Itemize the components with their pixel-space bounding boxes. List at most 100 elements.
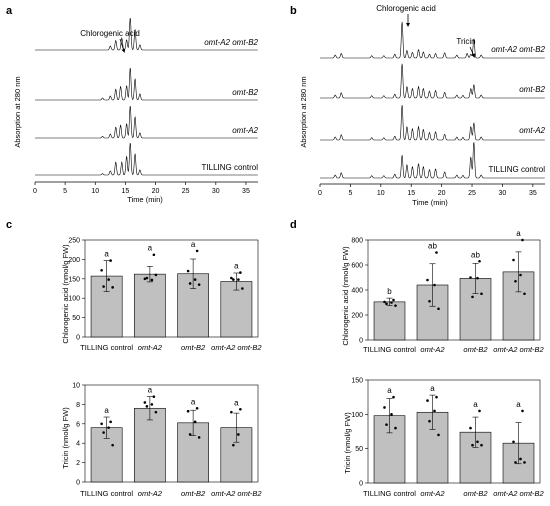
c-top-point-3-1 bbox=[195, 249, 199, 253]
c-bot-frame bbox=[84, 384, 259, 483]
c-top-point-4-5 bbox=[241, 287, 244, 290]
d-top-sig-3: ab bbox=[471, 250, 480, 259]
c-top-point-3-5 bbox=[197, 283, 201, 286]
d-bot-category-3: omt-B2 bbox=[463, 489, 488, 498]
d-top-point-4-4 bbox=[514, 279, 517, 283]
c-top-category-2: omt-A2 bbox=[138, 343, 163, 352]
d-bot-point-3-3 bbox=[476, 440, 479, 444]
panel-c-top-chart: 0 50 100 150 200 250 a TILLING control a omt-A2 a o… bbox=[68, 238, 262, 353]
c-top-sig-3: a bbox=[191, 240, 196, 249]
a-trace-2 bbox=[35, 67, 258, 101]
panel-a-annotation-chlorogenic: Chlorogenic acid bbox=[80, 29, 140, 38]
b-xtick-label-5: 5 bbox=[348, 190, 352, 197]
panel-c-bottom-ylabel: Tricin (nmol/g FW) bbox=[61, 407, 70, 469]
d-top-point-4-5 bbox=[523, 292, 526, 296]
d-bot-point-4-4 bbox=[514, 461, 517, 464]
panel-a-trace-label-1: omt-A2 omt-B2 bbox=[204, 38, 258, 47]
c-top-ytick-label-150: 150 bbox=[68, 276, 80, 283]
c-bot-category-1: TILLING control bbox=[80, 489, 133, 498]
d-top-point-4-3 bbox=[519, 273, 522, 277]
c-bot-point-4-2 bbox=[230, 410, 233, 414]
panel-label-d: d bbox=[290, 219, 297, 231]
b-xtick-label-30: 30 bbox=[499, 190, 507, 197]
d-top-point-1-4 bbox=[385, 302, 388, 306]
d-bot-point-2-2 bbox=[426, 399, 429, 402]
d-bot-point-1-5 bbox=[394, 426, 397, 430]
c-bot-point-1-4 bbox=[102, 431, 105, 434]
panel-label-a: a bbox=[6, 5, 13, 17]
c-top-point-3-4 bbox=[188, 282, 192, 285]
a-xtick-label-35: 35 bbox=[242, 188, 250, 195]
c-bot-point-2-3 bbox=[150, 403, 154, 406]
c-bot-point-3-1 bbox=[195, 406, 199, 410]
c-top-bar-4 bbox=[220, 281, 253, 338]
panel-d-bottom-ylabel: Tricin (nmol/g FW) bbox=[343, 412, 352, 474]
d-bot-sig-3: a bbox=[473, 400, 478, 409]
c-bot-point-2-1 bbox=[152, 395, 156, 398]
d-bot-point-3-2 bbox=[469, 426, 472, 430]
panel-a-ylabel: Absorption at 280 nm bbox=[13, 76, 22, 147]
c-top-point-4-1 bbox=[239, 271, 242, 274]
d-bot-ytick-label-150: 150 bbox=[351, 378, 363, 385]
d-bot-point-4-1 bbox=[521, 409, 524, 413]
d-top-ytick-label-800: 800 bbox=[351, 238, 363, 245]
c-top-category-4: omt-A2 omt-B2 bbox=[211, 343, 262, 352]
panel-b-annotation-chlorogenic: Chlorogenic acid bbox=[376, 4, 436, 13]
c-top-bar-2 bbox=[134, 273, 166, 338]
c-top-point-4-4 bbox=[232, 278, 235, 281]
d-bot-point-3-1 bbox=[478, 409, 481, 413]
a-trace-1 bbox=[35, 17, 258, 51]
c-bot-ytick-label-4: 4 bbox=[76, 441, 80, 448]
a-xtick-label-30: 30 bbox=[212, 188, 220, 195]
c-top-sig-1: a bbox=[104, 250, 109, 259]
d-bot-category-4: omt-A2 omt-B2 bbox=[493, 489, 544, 498]
c-top-frame bbox=[84, 239, 259, 338]
b-trace-2 bbox=[320, 63, 545, 99]
c-top-ytick-label-100: 100 bbox=[68, 296, 80, 303]
d-top-point-2-2 bbox=[426, 278, 429, 282]
c-bot-sig-4: a bbox=[234, 398, 239, 407]
c-bot-ytick-label-6: 6 bbox=[76, 421, 80, 428]
c-top-ytick-label-50: 50 bbox=[72, 315, 80, 322]
panel-label-c: c bbox=[6, 219, 12, 231]
panel-b-xlabel: Time (min) bbox=[412, 198, 448, 207]
c-bot-point-3-3 bbox=[193, 420, 197, 424]
c-top-point-2-3 bbox=[150, 278, 154, 282]
panel-a-xaxis: 0 5 10 15 20 25 30 35 bbox=[33, 181, 258, 195]
b-xtick-label-0: 0 bbox=[318, 190, 322, 197]
c-bot-point-4-3 bbox=[237, 433, 240, 436]
c-top-point-1-5 bbox=[111, 286, 114, 289]
c-bot-point-4-1 bbox=[239, 407, 242, 411]
d-bot-ytick-label-50: 50 bbox=[355, 446, 363, 453]
d-top-point-2-4 bbox=[428, 299, 431, 303]
c-bot-sig-1: a bbox=[104, 406, 109, 415]
panel-d-top-ylabel: Chlorogenic acid (nmol/g FW) bbox=[341, 246, 350, 346]
c-bot-point-1-2 bbox=[100, 422, 103, 426]
d-top-ytick-label-200: 200 bbox=[351, 313, 363, 320]
c-bot-ytick-label-0: 0 bbox=[76, 480, 80, 487]
c-top-point-2-4 bbox=[145, 276, 149, 280]
b-trace-3 bbox=[320, 105, 545, 141]
panel-a: Absorption at 280 nm Time (min) 0 5 10 15 20… bbox=[13, 17, 259, 204]
panel-d-bottom-chart: 0 50 100 150 a TILLING control a omt-A2 a omt-B2 a… bbox=[351, 378, 544, 499]
b-trace-1 bbox=[320, 21, 545, 59]
d-bot-point-1-1 bbox=[392, 395, 395, 399]
c-top-category-1: TILLING control bbox=[80, 343, 133, 352]
d-top-sig-4: a bbox=[516, 229, 521, 238]
c-top-point-1-2 bbox=[100, 268, 103, 272]
d-bot-point-1-2 bbox=[383, 406, 386, 409]
d-bot-point-1-3 bbox=[390, 413, 393, 416]
c-bot-point-3-2 bbox=[186, 409, 190, 413]
c-top-point-4-3 bbox=[237, 278, 240, 281]
panel-label-b: b bbox=[290, 5, 297, 17]
d-top-point-4-1 bbox=[521, 238, 524, 242]
d-bot-sig-4: a bbox=[516, 400, 521, 409]
c-bot-point-3-4 bbox=[188, 433, 192, 436]
a-xtick-label-15: 15 bbox=[122, 188, 130, 195]
c-top-point-2-1 bbox=[152, 253, 156, 257]
c-bot-point-1-5 bbox=[111, 443, 114, 447]
panel-a-trace-label-4: TILLING control bbox=[202, 163, 259, 172]
c-top-point-3-3 bbox=[193, 278, 197, 281]
d-bot-ytick-label-0: 0 bbox=[359, 481, 363, 488]
